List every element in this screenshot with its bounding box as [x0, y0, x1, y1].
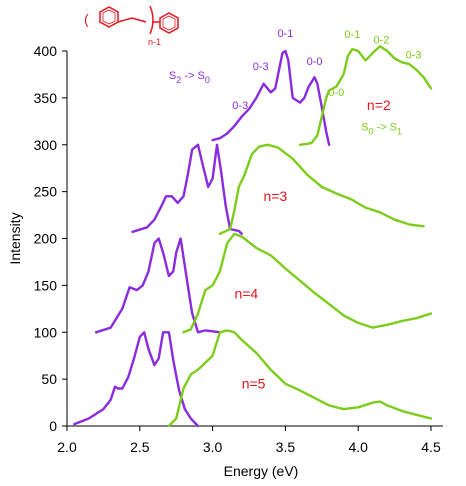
x-tick-label: 2.5 [130, 439, 150, 455]
structure-subscript: n-1 [148, 37, 161, 47]
peak-annotation: 0-2 [374, 35, 390, 47]
stilbene-structure-icon: ( n-1 [84, 5, 179, 47]
peak-annotation: 0-3 [253, 61, 269, 73]
peak-annotation: 0-0 [307, 56, 323, 68]
x-tick-label: 3.0 [203, 439, 223, 455]
y-axis-title: Intensity [7, 212, 23, 264]
x-tick-label: 3.5 [276, 439, 296, 455]
series-line-n2-absorption [298, 45, 433, 147]
x-axis-title: Energy (eV) [224, 463, 299, 479]
group-label: n=3 [264, 188, 288, 204]
series-layer [73, 45, 433, 428]
peak-annotation: 0-1 [344, 29, 360, 41]
x-tick-label: 2.0 [57, 439, 77, 455]
series-line-n2-emission [211, 49, 331, 147]
series-line-n3-emission [131, 143, 243, 236]
peak-annotation: 0-3 [232, 100, 248, 112]
group-label: n=5 [242, 376, 266, 392]
series-line-n4-emission [94, 237, 222, 334]
x-tick-label: 4.5 [421, 439, 441, 455]
structure-paren: ( [84, 11, 89, 27]
y-tick-label: 50 [41, 371, 57, 387]
y-tick-label: 100 [34, 324, 58, 340]
y-tick-label: 0 [49, 418, 57, 434]
peak-annotation: 0-1 [277, 28, 293, 40]
labels-layer: 0-1 0-3 0-0 0-3 0-1 0-2 0-3 0-0 n=2 n=3 n=4 n=5 S2 -… [169, 28, 422, 392]
y-tick-label: 150 [34, 277, 58, 293]
peak-annotation: 0-0 [328, 87, 344, 99]
y-tick-label: 250 [34, 184, 58, 200]
series-line-n4-absorption [182, 232, 433, 334]
peak-annotation: 0-3 [406, 50, 422, 62]
group-label: n=4 [234, 286, 258, 302]
series-line-n3-absorption [218, 143, 425, 236]
series-line-n5-absorption [167, 329, 433, 428]
transition-label: S0 -> S1 [361, 122, 402, 137]
transition-label: S2 -> S0 [169, 70, 210, 85]
y-tick-label: 400 [34, 43, 58, 59]
y-tick-label: 300 [34, 137, 58, 153]
series-line-n5-emission [73, 331, 200, 428]
y-tick-label: 350 [34, 90, 58, 106]
x-tick-label: 4.0 [348, 439, 368, 455]
y-tick-label: 200 [34, 231, 58, 247]
axes: 0 50 100 150 200 250 300 350 400 2.0 2.5 3.0 3.5 4.0 4… [7, 43, 443, 479]
group-label: n=2 [367, 97, 391, 113]
